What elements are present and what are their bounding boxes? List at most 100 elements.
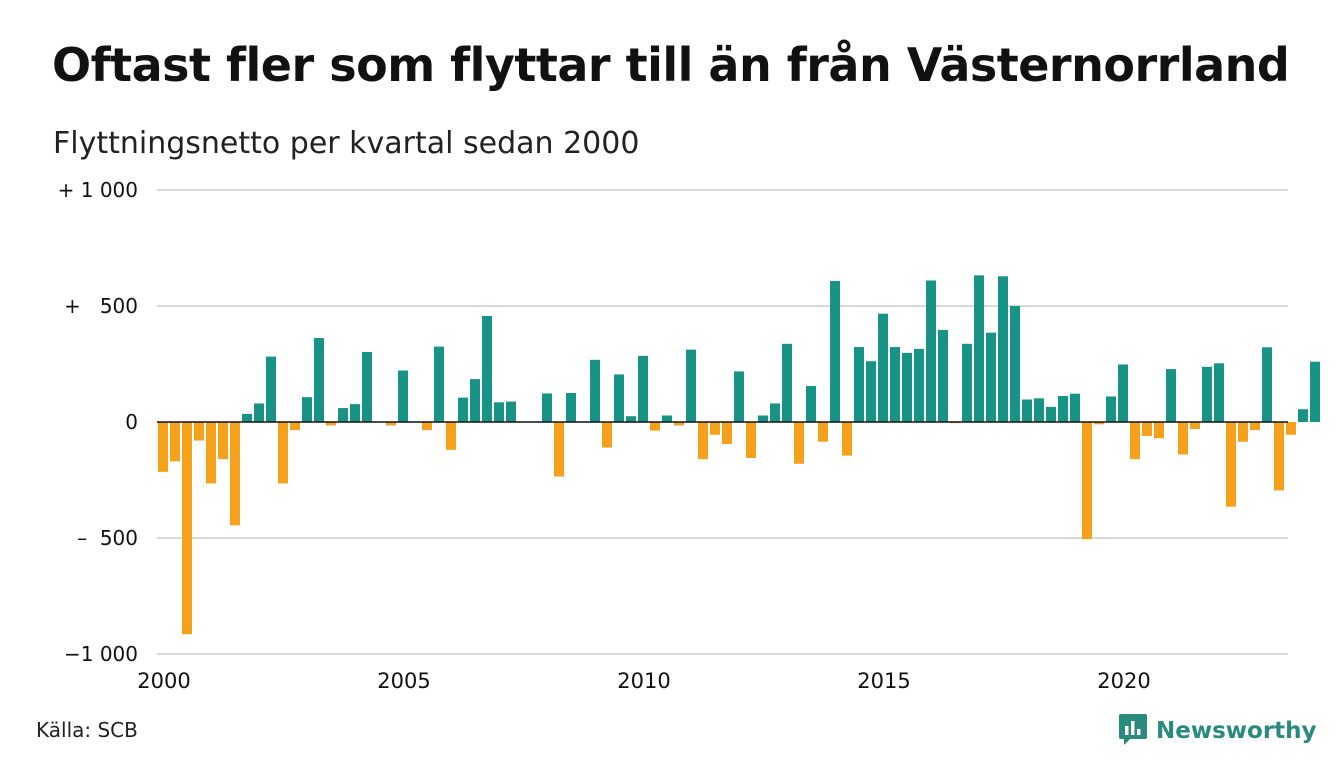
bar — [818, 422, 828, 442]
bar — [1022, 399, 1032, 422]
bar — [854, 347, 864, 422]
bar — [494, 402, 504, 422]
brand-name: Newsworthy — [1156, 718, 1317, 744]
bars — [158, 275, 1320, 635]
bar — [1118, 364, 1128, 422]
source-note: Källa: SCB — [36, 718, 138, 742]
bar — [1166, 369, 1176, 422]
newsworthy-chart-logo-icon — [1118, 712, 1148, 750]
bar — [302, 397, 312, 422]
bar — [1250, 422, 1260, 431]
bar — [446, 422, 456, 450]
bar — [170, 422, 180, 462]
bar — [326, 422, 336, 426]
bar — [158, 422, 168, 472]
bar — [1034, 398, 1044, 422]
y-tick-label: 0 — [125, 410, 138, 434]
bar — [998, 276, 1008, 422]
bar — [614, 374, 624, 422]
x-tick-label: 2005 — [377, 669, 430, 693]
bar — [542, 393, 552, 422]
bar — [1142, 422, 1152, 436]
bar — [1094, 422, 1104, 425]
bar — [362, 351, 372, 422]
bar — [686, 349, 696, 422]
bar — [974, 275, 984, 422]
bar — [698, 422, 708, 460]
bar — [1130, 422, 1140, 460]
bar — [806, 386, 816, 422]
bar — [602, 422, 612, 448]
bar — [506, 401, 516, 422]
chart-subtitle: Flyttningsnetto per kvartal sedan 2000 — [53, 126, 640, 161]
bar — [386, 422, 396, 426]
bar — [830, 280, 840, 422]
bar — [278, 422, 288, 484]
bar — [902, 352, 912, 422]
chart-title: Oftast fler som flyttar till än från Väs… — [52, 38, 1290, 92]
bar — [1106, 396, 1116, 422]
bar — [722, 422, 732, 445]
bar — [986, 332, 996, 422]
bar — [662, 415, 672, 422]
bar — [1178, 422, 1188, 455]
y-tick-label: + 500 — [64, 294, 138, 318]
bar — [914, 348, 924, 422]
grid-lines — [157, 189, 1288, 655]
bar — [770, 403, 780, 422]
bar — [350, 404, 360, 422]
bar — [1310, 361, 1320, 422]
bar — [1298, 409, 1308, 422]
bar — [782, 343, 792, 422]
bar — [1262, 347, 1272, 422]
bar — [434, 346, 444, 422]
axes: + 1 000 + 500 0 – 500 −1 000 2000 2005 2010 2015… — [58, 178, 1288, 693]
bar — [710, 422, 720, 435]
bar — [590, 359, 600, 422]
y-tick-label: – 500 — [77, 526, 138, 550]
bar — [458, 397, 468, 422]
bar — [890, 347, 900, 422]
bar — [398, 370, 408, 422]
x-tick-label: 2020 — [1097, 669, 1150, 693]
x-tick-label: 2015 — [857, 669, 910, 693]
bar — [938, 329, 948, 422]
bar — [338, 408, 348, 422]
newsworthy-brand[interactable]: Newsworthy — [1118, 712, 1317, 750]
bar — [242, 413, 252, 422]
bar — [638, 355, 648, 422]
bar — [926, 280, 936, 422]
bar — [422, 422, 432, 431]
bar — [1154, 422, 1164, 439]
x-tick-label: 2010 — [617, 669, 670, 693]
bar — [290, 422, 300, 431]
bar — [1082, 422, 1092, 540]
bar — [650, 422, 660, 431]
bar — [758, 415, 768, 422]
bar — [962, 343, 972, 422]
bar — [254, 403, 264, 422]
bar — [1058, 396, 1068, 422]
bar — [194, 422, 204, 441]
bar — [866, 361, 876, 422]
bar — [470, 379, 480, 422]
bar — [878, 313, 888, 422]
bar — [842, 422, 852, 456]
bar — [674, 422, 684, 426]
bar — [206, 422, 216, 484]
bar-chart: + 1 000 + 500 0 – 500 −1 000 2000 2005 2010 2015… — [58, 178, 1320, 693]
y-tick-label: + 1 000 — [58, 178, 138, 202]
y-tick-label: −1 000 — [64, 642, 138, 666]
bar — [1070, 393, 1080, 422]
bar — [230, 422, 240, 526]
bar — [482, 315, 492, 422]
x-tick-label: 2000 — [137, 669, 190, 693]
bar — [794, 422, 804, 464]
bar — [1274, 422, 1284, 491]
bar — [1226, 422, 1236, 507]
bar — [746, 422, 756, 458]
bar — [218, 422, 228, 460]
bar — [554, 422, 564, 477]
bar — [182, 422, 192, 635]
bar — [1214, 363, 1224, 422]
